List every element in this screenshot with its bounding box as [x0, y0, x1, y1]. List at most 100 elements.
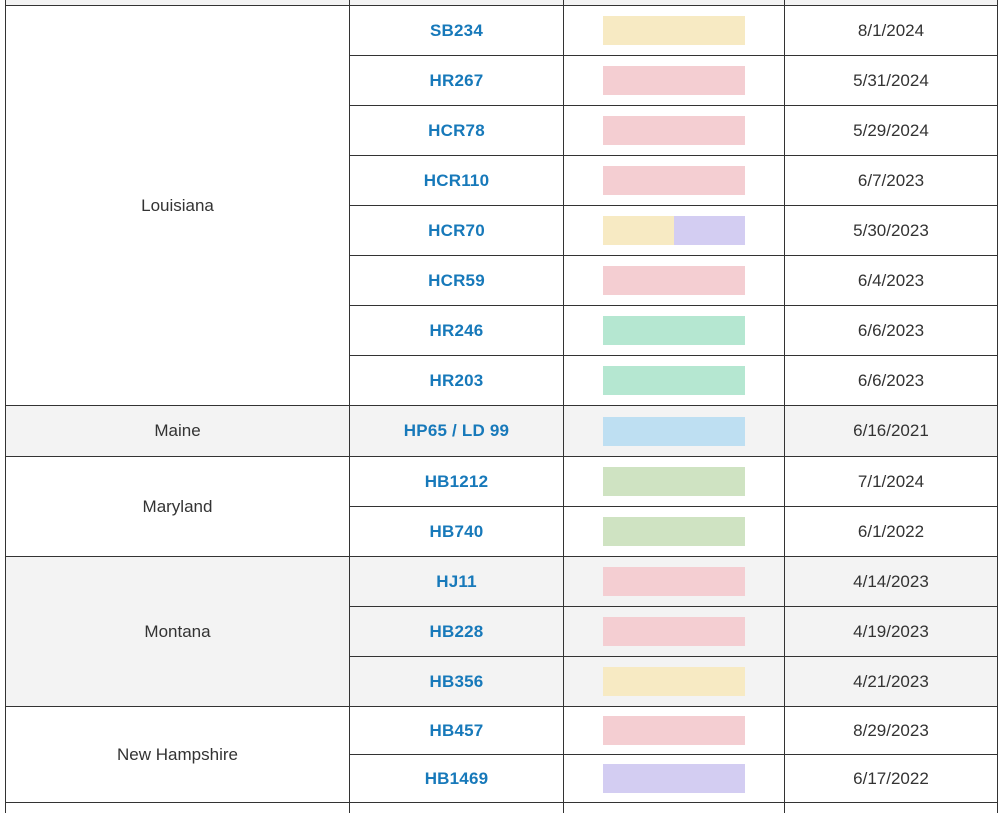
- bill-cell: HCR110: [349, 155, 564, 206]
- status-swatch-split: [603, 216, 745, 245]
- effective-date: 6/7/2023: [784, 155, 998, 206]
- table-row: HR267 5/31/2024: [6, 55, 998, 106]
- status-cell: [563, 305, 785, 356]
- state-name: Maine: [154, 421, 201, 440]
- status-color-segment: [603, 316, 745, 345]
- status-swatch: [603, 517, 745, 546]
- status-cell: [563, 105, 785, 156]
- table-row: HCR110 6/7/2023: [6, 155, 998, 206]
- bill-link[interactable]: HJ11: [436, 571, 477, 591]
- status-color-segment: [603, 764, 745, 793]
- state-name: Montana: [144, 621, 211, 641]
- status-swatch: [603, 316, 745, 345]
- status-color-segment: [603, 667, 745, 696]
- bill-link[interactable]: HR203: [429, 370, 484, 390]
- state-cell-maryland: Maryland: [5, 456, 350, 557]
- table-row: HB740 6/1/2022: [6, 506, 998, 557]
- bill-link[interactable]: HR267: [429, 70, 484, 90]
- status-color-segment: [603, 116, 745, 145]
- bill-link[interactable]: HP65 / LD 99: [403, 421, 510, 440]
- bill-cell: HR267: [349, 55, 564, 106]
- bill-link[interactable]: HB457: [429, 720, 484, 740]
- status-color-segment: [603, 166, 745, 195]
- bill-cell: HCR70: [349, 205, 564, 256]
- bill-cell: HB356: [349, 656, 564, 707]
- effective-date: 6/1/2022: [784, 506, 998, 557]
- bill-link[interactable]: HB228: [429, 621, 484, 641]
- status-color-segment: [603, 216, 674, 245]
- status-color-segment: [603, 416, 745, 446]
- status-cell: [563, 55, 785, 106]
- table-row-partial-bottom: [5, 802, 998, 813]
- state-cell-maine: Maine: [5, 405, 350, 457]
- effective-date: 8/1/2024: [784, 5, 998, 56]
- table-row: HB1469 6/17/2022: [6, 754, 998, 803]
- bill-link[interactable]: SB234: [430, 20, 483, 40]
- status-swatch: [603, 617, 745, 646]
- state-name: New Hampshire: [117, 744, 238, 764]
- status-cell: [563, 754, 785, 803]
- effective-date: 5/31/2024: [784, 55, 998, 106]
- status-color-segment: [603, 16, 745, 45]
- effective-date: 6/4/2023: [784, 255, 998, 306]
- bill-cell: HB457: [349, 706, 564, 755]
- bill-link[interactable]: HB1469: [424, 768, 489, 788]
- state-name: Louisiana: [141, 195, 214, 215]
- bill-link[interactable]: HCR70: [428, 220, 485, 240]
- bill-cell: HB1212: [349, 456, 564, 507]
- state-name: Maryland: [142, 496, 213, 516]
- table-row: Maryland HB1212 7/1/2024: [5, 456, 998, 557]
- bill-link[interactable]: HCR78: [428, 120, 485, 140]
- status-cell: [563, 606, 785, 657]
- state-cell-new-hampshire: New Hampshire: [5, 706, 350, 803]
- bill-link[interactable]: HB1212: [424, 471, 489, 491]
- state-cell-louisiana: Louisiana: [5, 5, 350, 406]
- bill-cell: HR203: [349, 355, 564, 406]
- table-row: HCR70 5/30/2023: [6, 205, 998, 256]
- effective-date: 4/19/2023: [784, 606, 998, 657]
- table-row: HB356 4/21/2023: [6, 656, 998, 707]
- bill-link[interactable]: HCR59: [428, 270, 485, 290]
- bill-cell: HB740: [349, 506, 564, 557]
- bill-cell: HCR59: [349, 255, 564, 306]
- effective-date: 4/21/2023: [784, 656, 998, 707]
- bill-cell: [349, 802, 564, 813]
- state-cell-montana: Montana: [5, 556, 350, 707]
- effective-date: 6/17/2022: [784, 754, 998, 803]
- state-cell: [5, 802, 350, 813]
- status-cell: [563, 155, 785, 206]
- bill-cell: HB1469: [349, 754, 564, 803]
- status-cell: [563, 456, 785, 507]
- table-row: HR203 6/6/2023: [6, 355, 998, 406]
- status-color-segment: [603, 617, 745, 646]
- status-swatch: [603, 66, 745, 95]
- status-swatch: [603, 716, 745, 745]
- table-row: Montana HJ11 4/14/2023: [5, 556, 998, 707]
- table-row: Maine HP65 / LD 99 6/16/2021: [5, 405, 998, 457]
- effective-date: 4/14/2023: [784, 556, 998, 607]
- bill-cell: HCR78: [349, 105, 564, 156]
- status-color-segment: [674, 216, 745, 245]
- effective-date: 7/1/2024: [784, 456, 998, 507]
- bill-link[interactable]: HCR110: [423, 170, 490, 190]
- effective-date: 6/6/2023: [784, 355, 998, 406]
- bill-link[interactable]: HR246: [429, 320, 484, 340]
- table-row: HCR59 6/4/2023: [6, 255, 998, 306]
- bill-cell: HR246: [349, 305, 564, 356]
- status-cell: [563, 706, 785, 755]
- status-cell: [563, 405, 785, 457]
- status-cell: [563, 802, 785, 813]
- legislation-table: Louisiana SB234 8/1/2024 HR267 5/31/2024…: [5, 0, 998, 813]
- status-swatch: [603, 266, 745, 295]
- status-cell: [563, 656, 785, 707]
- status-swatch: [603, 764, 745, 793]
- bill-link[interactable]: HB740: [429, 521, 484, 541]
- bill-cell: SB234: [349, 5, 564, 56]
- status-cell: [563, 355, 785, 406]
- bill-link[interactable]: HB356: [429, 671, 484, 691]
- bill-cell: HJ11: [349, 556, 564, 607]
- status-cell: [563, 506, 785, 557]
- status-swatch: [603, 366, 745, 395]
- status-color-segment: [603, 266, 745, 295]
- table-row: New Hampshire HB457 8/29/2023: [5, 706, 998, 803]
